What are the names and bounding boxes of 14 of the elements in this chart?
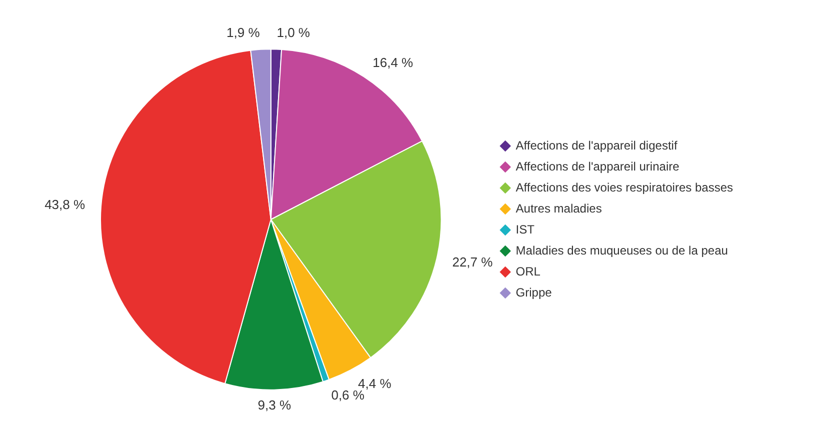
legend-label: Affections de l'appareil digestif bbox=[516, 138, 678, 152]
data-label: 22,7 % bbox=[452, 254, 494, 270]
legend-label: ORL bbox=[516, 264, 541, 278]
data-label: 1,9 % bbox=[226, 25, 260, 40]
data-label: 16,4 % bbox=[372, 54, 414, 70]
legend-label: Affections de l'appareil urinaire bbox=[516, 159, 680, 174]
legend-label: Grippe bbox=[516, 285, 552, 300]
legend-label: IST bbox=[516, 222, 536, 236]
legend-label: Maladies des muqueuses ou de la peau bbox=[516, 243, 728, 258]
data-label: 9,3 % bbox=[258, 397, 292, 412]
legend-label: Affections des voies respiratoires basses bbox=[516, 180, 733, 194]
legend-label: Autres maladies bbox=[516, 201, 602, 216]
data-label: 43,8 % bbox=[44, 196, 86, 212]
data-label: 1,0 % bbox=[276, 24, 310, 40]
